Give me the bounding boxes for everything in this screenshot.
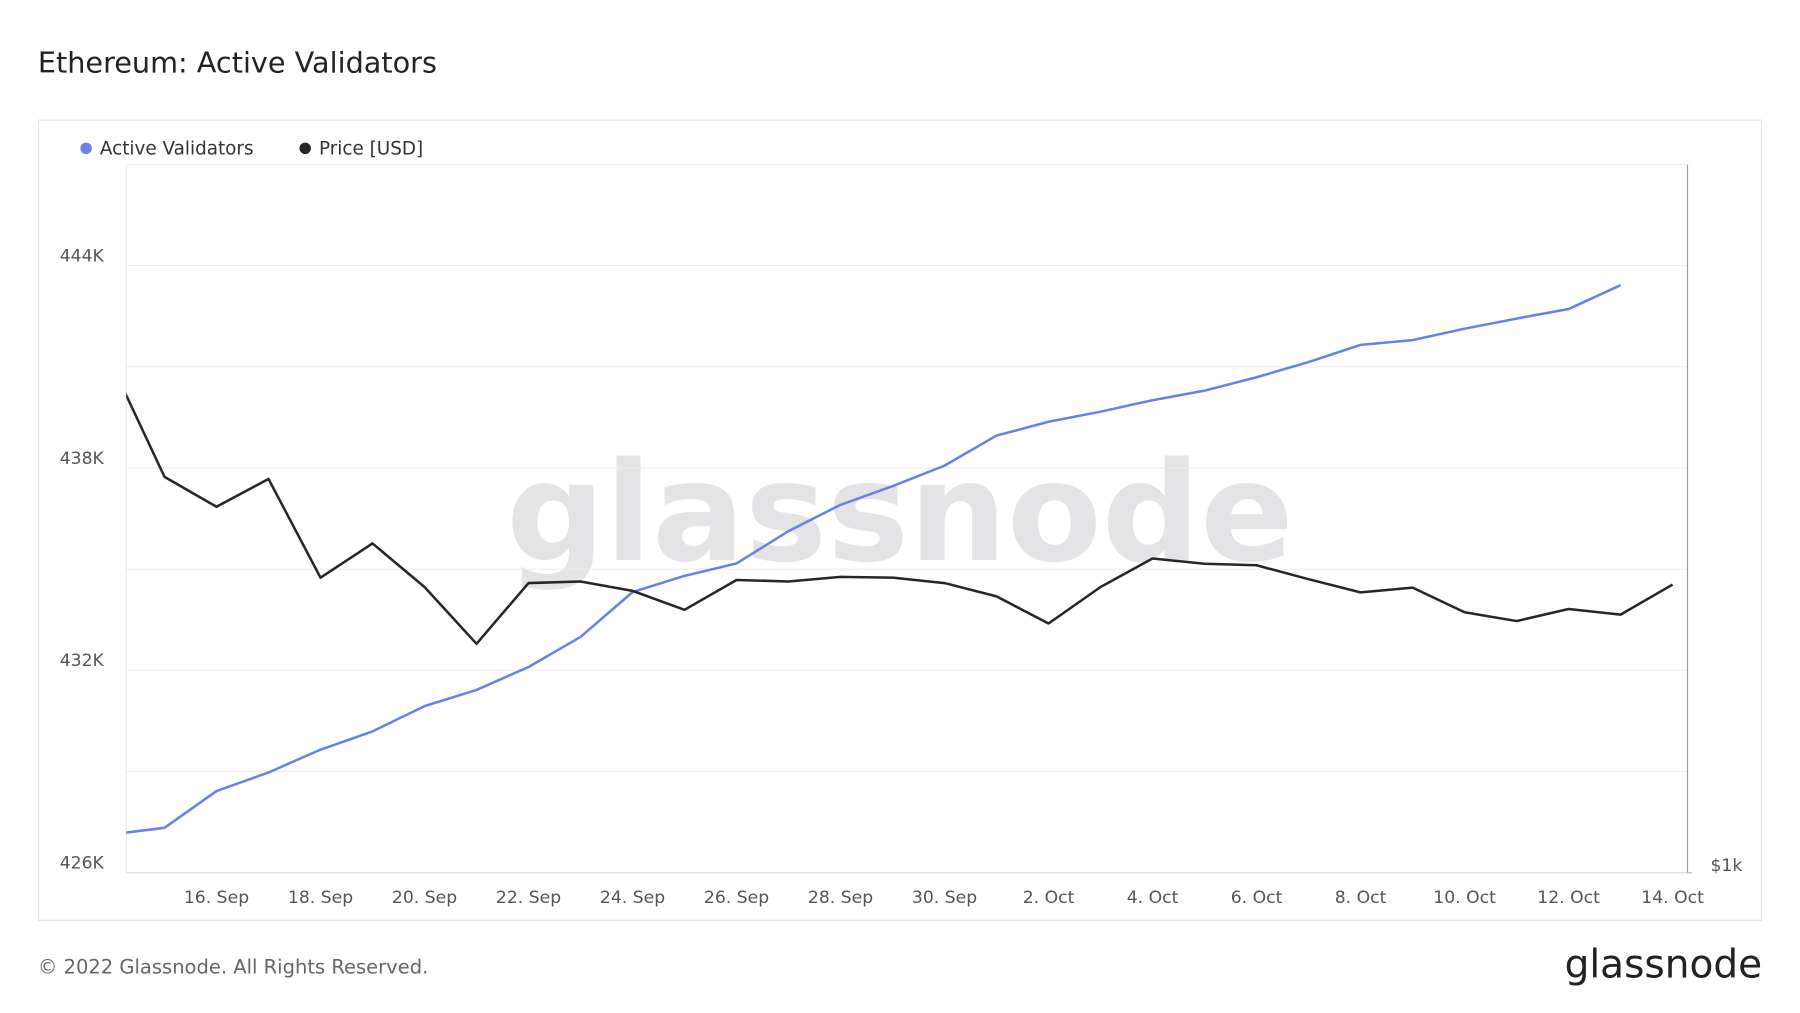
y-tick-label: 438K	[60, 449, 105, 469]
x-tick-label: 22. Sep	[496, 888, 561, 908]
x-tick-label: 8. Oct	[1335, 888, 1387, 908]
x-tick-label: 20. Sep	[392, 888, 457, 908]
x-tick-label: 24. Sep	[600, 888, 665, 908]
x-tick-label: 14. Oct	[1641, 888, 1704, 908]
axes: 426K 432K 438K 444K $1k 16. Sep 18. Sep 20. Sep…	[60, 138, 1743, 907]
y-tick-label: 432K	[60, 651, 105, 671]
series-line	[126, 392, 1674, 646]
brand-logo: glassnode	[1565, 942, 1763, 987]
series-line	[126, 284, 1622, 834]
legend-label: Active Validators	[100, 138, 254, 159]
watermark: glassnode	[506, 433, 1294, 593]
x-tick-label: 30. Sep	[912, 888, 977, 908]
x-tick-label: 26. Sep	[704, 888, 769, 908]
x-tick-label: 4. Oct	[1127, 888, 1179, 908]
legend-label: Price [USD]	[319, 138, 423, 159]
grid	[125, 163, 1689, 874]
x-tick-label: 2. Oct	[1023, 888, 1075, 908]
x-tick-label: 6. Oct	[1231, 888, 1283, 908]
x-tick-label: 12. Oct	[1537, 888, 1600, 908]
x-tick-label: 10. Oct	[1433, 888, 1496, 908]
chart-title: Ethereum: Active Validators	[38, 46, 437, 80]
legend-marker	[80, 142, 92, 155]
plot	[126, 284, 1674, 834]
x-tick-label: 28. Sep	[808, 888, 873, 908]
x-tick-label: 16. Sep	[184, 888, 249, 908]
footer: © 2022 Glassnode. All Rights Reserved.	[38, 955, 428, 978]
chart-frame	[37, 119, 1763, 921]
legend-marker	[299, 142, 311, 155]
x-tick-label: 18. Sep	[288, 888, 353, 908]
y2-tick-label: $1k	[1710, 856, 1742, 876]
y-tick-label: 444K	[60, 246, 105, 266]
y-tick-label: 426K	[60, 854, 105, 874]
